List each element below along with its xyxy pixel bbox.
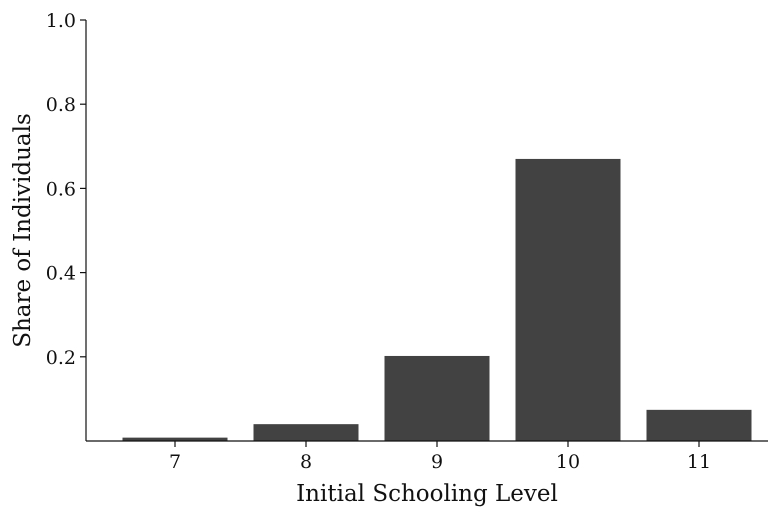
x-tick-label: 11 <box>687 451 711 473</box>
y-tick-label: 0.8 <box>46 94 76 116</box>
x-tick-label: 10 <box>556 451 580 473</box>
y-tick-label: 0.4 <box>46 263 76 285</box>
x-tick-label: 8 <box>300 451 312 473</box>
bar-7 <box>122 437 228 441</box>
y-tick-label: 1.0 <box>46 10 76 32</box>
y-axis-label: Share of Individuals <box>10 113 36 348</box>
x-tick-label: 7 <box>169 451 181 473</box>
bars-group <box>122 158 752 441</box>
bar-10 <box>515 158 621 441</box>
x-axis-ticks: 7 8 9 10 11 <box>169 441 711 473</box>
y-axis-ticks: 0.2 0.4 0.6 0.8 1.0 <box>46 10 86 369</box>
x-tick-label: 9 <box>431 451 443 473</box>
x-axis-label: Initial Schooling Level <box>296 481 558 507</box>
bar-9 <box>384 355 490 441</box>
y-tick-label: 0.2 <box>46 347 76 369</box>
y-tick-label: 0.6 <box>46 178 76 200</box>
bar-11 <box>646 409 752 441</box>
bar-8 <box>253 424 359 441</box>
